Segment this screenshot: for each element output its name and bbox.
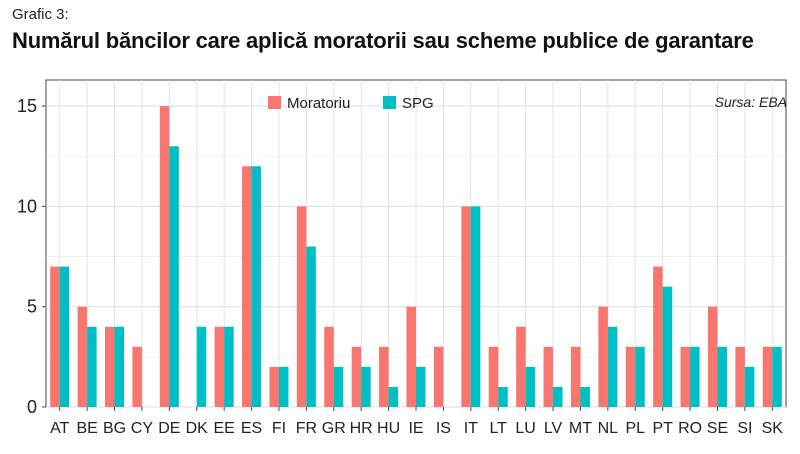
bar-spg-bg	[114, 326, 125, 407]
bar-moratoriu-fr	[296, 206, 307, 407]
bar-spg-pt	[662, 286, 673, 407]
bar-spg-mt	[580, 386, 590, 407]
bar-moratoriu-lu	[516, 326, 526, 407]
bar-spg-lt	[498, 386, 508, 407]
x-tick-label-be: BE	[76, 420, 97, 437]
x-tick-label-lu: LU	[515, 420, 535, 437]
x-tick-label-at: AT	[50, 420, 69, 437]
x-tick-label-es: ES	[241, 420, 262, 437]
bars-group	[50, 106, 782, 407]
x-tick-label-sk: SK	[762, 420, 784, 437]
bar-spg-hr	[361, 366, 371, 407]
bar-moratoriu-ee	[214, 326, 225, 407]
x-tick-label-it: IT	[464, 420, 478, 437]
bar-moratoriu-se	[707, 306, 718, 407]
bar-moratoriu-ie	[406, 306, 416, 407]
bar-moratoriu-mt	[570, 346, 581, 407]
bar-moratoriu-lv	[543, 346, 554, 407]
legend-label-moratoriu: Moratoriu	[287, 95, 350, 112]
bar-spg-sk	[772, 346, 782, 407]
y-axis-ticks: 0 5 10 15	[17, 96, 46, 417]
x-tick-label-hr: HR	[350, 420, 373, 437]
x-tick-label-se: SE	[707, 420, 728, 437]
y-tick-label: 5	[27, 297, 37, 317]
x-tick-label-hu: HU	[377, 420, 400, 437]
x-axis-ticks: AT BE BG CY DE DK EE ES FI FR GR HR HU IE IS IT LT LU LV MT…	[50, 407, 783, 437]
bar-moratoriu-cy	[132, 346, 142, 407]
bar-moratoriu-fi	[269, 366, 279, 407]
bar-spg-ee	[224, 326, 234, 407]
x-tick-label-de: DE	[158, 420, 180, 437]
bar-spg-es	[251, 166, 262, 407]
x-tick-label-pl: PL	[625, 420, 645, 437]
bar-moratoriu-nl	[598, 306, 608, 407]
bar-spg-it	[470, 206, 481, 407]
bar-moratoriu-at	[50, 266, 60, 407]
bar-spg-be	[87, 326, 97, 407]
legend: Moratoriu SPG	[268, 95, 434, 112]
y-tick-label: 15	[17, 96, 37, 116]
x-tick-label-mt: MT	[569, 420, 592, 437]
bar-spg-se	[717, 346, 727, 407]
x-tick-label-fr: FR	[296, 420, 317, 437]
y-tick-label: 0	[27, 397, 37, 417]
bar-spg-de	[169, 146, 179, 407]
bar-spg-ro	[690, 346, 700, 407]
chart-title: Numărul băncilor care aplică moratorii s…	[12, 28, 754, 53]
bar-moratoriu-gr	[324, 326, 334, 407]
bar-moratoriu-de	[159, 106, 170, 407]
x-tick-label-si: SI	[737, 420, 752, 437]
bar-spg-nl	[607, 326, 618, 407]
bar-moratoriu-sk	[762, 346, 773, 407]
y-tick-label: 10	[17, 196, 37, 216]
bar-spg-fi	[278, 366, 289, 407]
x-tick-label-dk: DK	[186, 420, 209, 437]
bar-moratoriu-si	[735, 346, 745, 407]
x-tick-label-ro: RO	[678, 420, 702, 437]
bar-spg-gr	[333, 366, 344, 407]
figure-caption: Grafic 3:	[12, 6, 69, 23]
x-tick-label-fi: FI	[272, 420, 286, 437]
bar-spg-si	[744, 366, 755, 407]
legend-swatch-spg	[383, 96, 396, 109]
x-tick-label-ee: EE	[213, 420, 234, 437]
bar-spg-at	[59, 266, 70, 407]
bar-moratoriu-it	[461, 206, 471, 407]
x-tick-label-lt: LT	[489, 420, 507, 437]
bar-spg-pl	[635, 346, 645, 407]
bar-spg-lv	[553, 386, 563, 407]
bar-moratoriu-be	[77, 306, 88, 407]
bar-moratoriu-es	[242, 166, 252, 407]
x-tick-label-cy: CY	[131, 420, 154, 437]
x-tick-label-gr: GR	[322, 420, 346, 437]
bar-moratoriu-hu	[379, 346, 389, 407]
source-note: Sursa: EBA	[715, 94, 787, 110]
bar-spg-hu	[388, 386, 399, 407]
bar-moratoriu-pt	[653, 266, 663, 407]
bar-moratoriu-is	[433, 346, 444, 407]
x-tick-label-lv: LV	[544, 420, 563, 437]
x-tick-label-is: IS	[436, 420, 451, 437]
legend-swatch-moratoriu	[268, 96, 281, 109]
x-tick-label-ie: IE	[408, 420, 423, 437]
bar-moratoriu-hr	[351, 346, 362, 407]
bar-moratoriu-bg	[105, 326, 115, 407]
x-tick-label-bg: BG	[103, 420, 126, 437]
bar-spg-dk	[196, 326, 207, 407]
bar-moratoriu-lt	[488, 346, 499, 407]
legend-label-spg: SPG	[402, 95, 434, 112]
bar-spg-fr	[306, 246, 316, 407]
bar-spg-lu	[525, 366, 536, 407]
x-tick-label-nl: NL	[598, 420, 619, 437]
x-tick-label-pt: PT	[652, 420, 673, 437]
bar-moratoriu-pl	[625, 346, 636, 407]
bar-moratoriu-ro	[680, 346, 691, 407]
bar-spg-ie	[416, 366, 426, 407]
